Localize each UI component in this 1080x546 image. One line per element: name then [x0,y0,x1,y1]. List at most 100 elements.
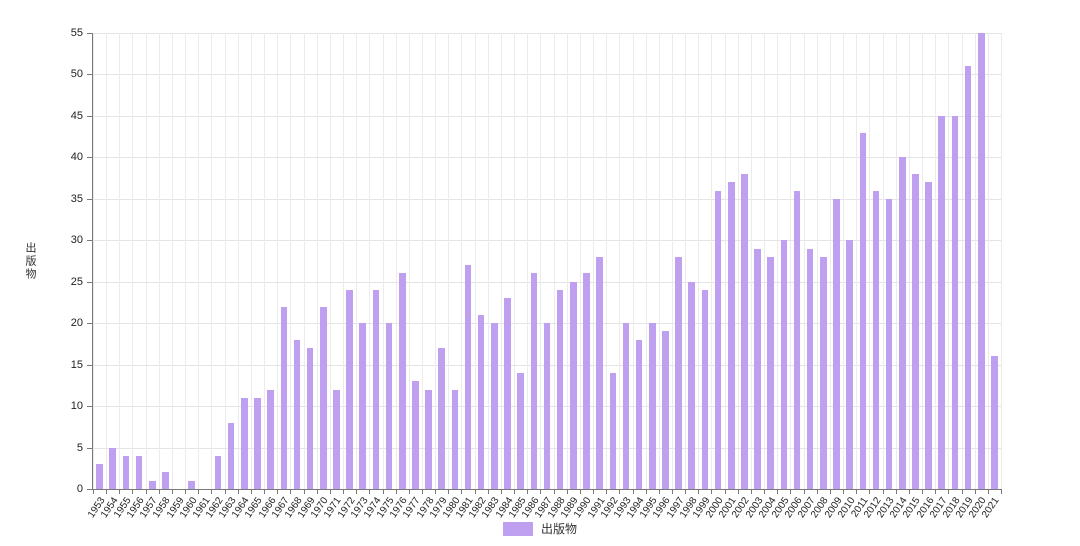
x-tick [145,489,147,494]
v-gridline [685,33,687,489]
x-tick [737,489,739,494]
v-gridline [750,33,752,489]
v-gridline [395,33,397,489]
x-tick [421,489,423,494]
bar [859,132,867,489]
bar [793,190,801,489]
bar [280,306,288,489]
x-tick [527,489,529,494]
h-gridline [93,33,1001,34]
v-gridline [869,33,871,489]
bar [451,389,459,489]
y-tick-label: 30 [70,234,83,247]
y-axis-title: 出版物 [24,242,36,281]
bar [425,389,432,489]
bar [635,339,643,489]
y-tick [87,157,93,159]
v-gridline [566,33,568,489]
bar [438,348,445,489]
bar [227,422,235,489]
legend-swatch [502,521,533,536]
bar [162,472,169,489]
v-gridline [974,33,976,489]
x-tick [237,489,239,494]
v-gridline [948,33,950,489]
bar [991,356,998,489]
v-gridline [277,33,279,489]
x-tick [764,489,766,494]
x-tick [685,489,687,494]
v-gridline [803,33,805,489]
y-tick [87,406,93,408]
x-tick [593,489,595,494]
v-gridline [435,33,437,489]
x-tick [93,489,94,494]
bar [96,464,103,489]
x-tick [816,489,818,494]
v-gridline [961,33,963,489]
x-tick [514,489,516,494]
v-gridline [922,33,924,489]
x-tick [119,489,121,494]
bar [385,323,393,489]
bar [780,240,788,489]
bar [675,256,682,489]
v-gridline [237,33,239,489]
v-gridline [895,33,897,489]
bar [622,323,630,489]
y-tick-label: 15 [70,358,83,371]
v-gridline [790,33,792,489]
bar [109,447,117,489]
h-gridline [93,198,1001,200]
legend-label: 出版物 [540,522,577,536]
x-tick [777,489,779,494]
v-gridline [382,33,384,489]
h-gridline [93,157,1001,159]
x-tick [658,489,660,494]
v-gridline [527,33,529,489]
bar [188,480,195,489]
bar [596,256,603,489]
x-tick [553,489,555,494]
legend[interactable]: 出版物 [0,520,1080,537]
v-gridline [711,33,713,489]
v-gridline [474,33,476,489]
x-tick [395,489,397,494]
x-tick [566,489,568,494]
bar [530,273,538,489]
v-gridline [198,33,200,489]
bar [688,281,696,489]
bar [412,381,419,489]
v-gridline [908,33,910,489]
bar [754,248,761,489]
h-gridline [93,281,1001,283]
x-tick [132,489,134,494]
x-tick [171,489,173,494]
v-gridline [724,33,726,489]
v-gridline [816,33,818,489]
x-tick [224,489,226,494]
v-gridline [737,33,739,489]
bar [767,256,774,489]
plot-area: 0 5 10 15 20 25 30 35 40 45 50 55 1953 1954 1955 1956 19… [71,27,1002,520]
v-gridline [553,33,555,489]
v-gridline [1001,33,1002,489]
bar [556,290,564,489]
v-gridline [369,33,371,489]
v-gridline [303,33,305,489]
v-gridline [672,33,673,489]
x-tick [264,489,266,494]
bar [701,290,709,489]
v-gridline [145,33,147,489]
x-tick [698,489,700,494]
v-gridline [132,33,134,489]
bar [464,265,472,489]
v-gridline [698,33,700,489]
y-tick-label: 50 [70,68,83,81]
x-tick [632,489,634,494]
y-tick [87,489,93,490]
y-tick [87,240,93,242]
bar [741,173,748,489]
bar [398,273,406,489]
v-gridline [658,33,660,489]
